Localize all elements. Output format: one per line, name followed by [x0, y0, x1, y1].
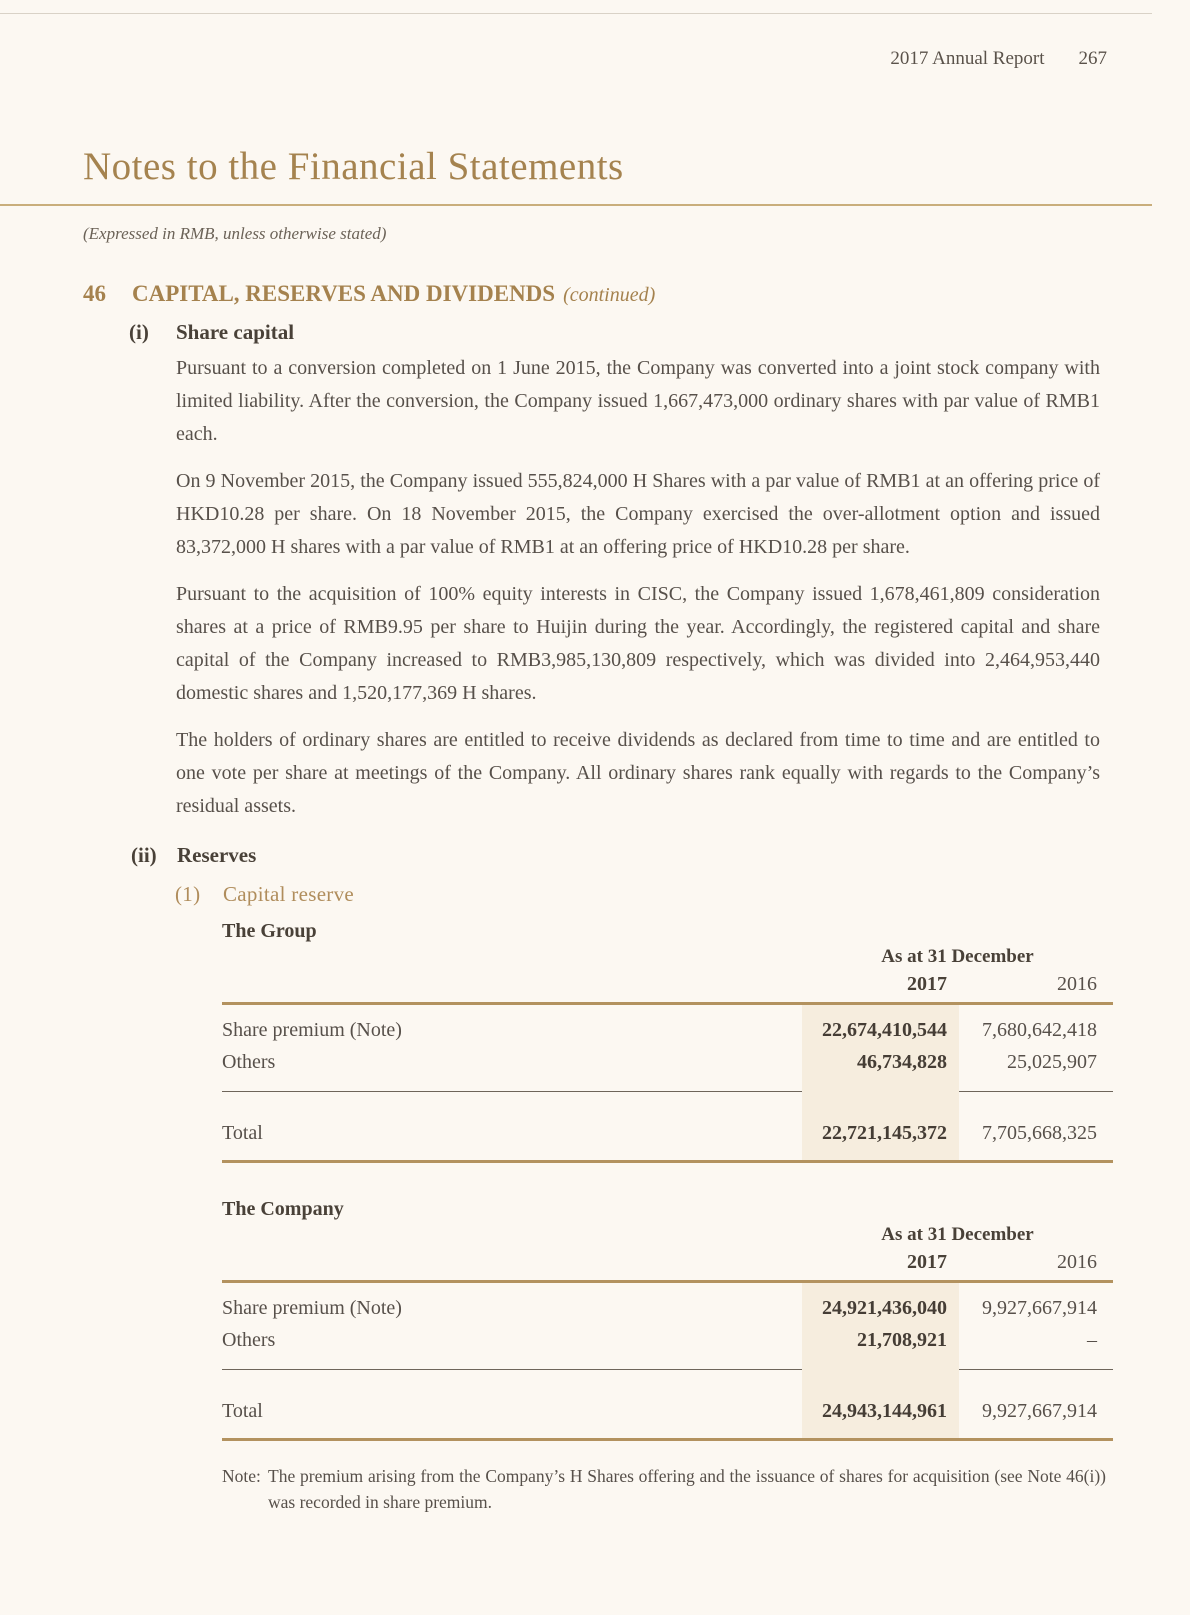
section-heading: 46 CAPITAL, RESERVES AND DIVIDENDS (contin… [83, 281, 655, 307]
total-row: Total 22,721,145,372 7,705,668,325 [222, 1122, 1113, 1154]
footnote: Note: The premium arising from the Compa… [222, 1464, 1106, 1515]
table-top-rule [222, 1002, 1113, 1005]
row-label: Total [222, 1400, 263, 1422]
capital-reserve-index: (1) [175, 882, 201, 906]
company-capital-reserve-table: As at 31 December 2017 2016 Share premiu… [222, 1224, 1113, 1441]
value-2016: – [1087, 1329, 1097, 1351]
paragraph-conversion: Pursuant to a conversion completed on 1 … [176, 357, 1100, 445]
paragraph-dividend-rights: The holders of ordinary shares are entit… [176, 729, 1100, 817]
column-header-2017: 2017 [907, 1251, 947, 1273]
current-year-highlight [802, 1283, 959, 1438]
total-2017: 22,721,145,372 [822, 1122, 947, 1144]
value-2016: 25,025,907 [1007, 1051, 1097, 1073]
title-divider [0, 204, 1152, 206]
period-header: As at 31 December [881, 946, 1034, 967]
value-2016: 9,927,667,914 [982, 1297, 1097, 1319]
row-label: Share premium (Note) [222, 1297, 402, 1319]
footnote-text: The premium arising from the Company’s H… [268, 1466, 1106, 1512]
row-label: Others [222, 1051, 276, 1073]
total-2016: 7,705,668,325 [982, 1122, 1097, 1144]
share-capital-body: Pursuant to a conversion completed on 1 … [176, 352, 1100, 837]
reserves-title: Reserves [177, 843, 257, 867]
value-2017: 24,921,436,040 [822, 1297, 947, 1319]
footnote-label: Note: [222, 1466, 261, 1486]
current-year-highlight [802, 1005, 959, 1160]
section-title: CAPITAL, RESERVES AND DIVIDENDS [132, 281, 556, 306]
page-header: 2017 Annual Report 267 [890, 48, 1107, 70]
group-table-caption: The Group [222, 920, 317, 942]
capital-reserve-title: Capital reserve [223, 882, 355, 906]
total-2016: 9,927,667,914 [982, 1400, 1097, 1422]
value-2017: 21,708,921 [857, 1329, 947, 1351]
page-title: Notes to the Financial Statements [83, 145, 624, 188]
row-label: Share premium (Note) [222, 1019, 402, 1041]
row-label: Total [222, 1122, 263, 1144]
period-header: As at 31 December [881, 1224, 1034, 1245]
column-header-2016: 2016 [1057, 973, 1097, 995]
total-row: Total 24,943,144,961 9,927,667,914 [222, 1400, 1113, 1432]
capital-reserve-heading: (1) Capital reserve [175, 882, 354, 907]
table-row: Share premium (Note) 22,674,410,544 7,68… [222, 1019, 1113, 1051]
share-capital-heading: (i) Share capital [129, 320, 294, 345]
group-capital-reserve-table: As at 31 December 2017 2016 Share premiu… [222, 946, 1113, 1163]
currency-note: (Expressed in RMB, unless otherwise stat… [83, 224, 387, 243]
table-bottom-rule [222, 1160, 1113, 1163]
table-row: Others 46,734,828 25,025,907 [222, 1051, 1113, 1083]
table-top-rule [222, 1280, 1113, 1283]
page-number: 267 [1078, 48, 1108, 69]
section-number: 46 [83, 281, 106, 306]
row-label: Others [222, 1329, 276, 1351]
top-divider [0, 13, 1152, 14]
table-row: Share premium (Note) 24,921,436,040 9,92… [222, 1297, 1113, 1329]
table-row: Others 21,708,921 – [222, 1329, 1113, 1361]
reserves-index: (ii) [131, 843, 157, 867]
table-bottom-rule [222, 1438, 1113, 1441]
section-continued-label: (continued) [563, 284, 656, 306]
report-name: 2017 Annual Report [890, 48, 1045, 69]
table-inner-rule [222, 1369, 1113, 1370]
paragraph-h-shares-issue: On 9 November 2015, the Company issued 5… [176, 470, 1100, 558]
value-2017: 22,674,410,544 [822, 1019, 947, 1041]
share-capital-title: Share capital [176, 320, 295, 344]
value-2017: 46,734,828 [857, 1051, 947, 1073]
total-2017: 24,943,144,961 [822, 1400, 947, 1422]
reserves-heading: (ii) Reserves [131, 843, 256, 868]
column-header-2017: 2017 [907, 973, 947, 995]
column-header-2016: 2016 [1057, 1251, 1097, 1273]
paragraph-cisc-acquisition: Pursuant to the acquisition of 100% equi… [176, 583, 1100, 704]
company-table-caption: The Company [222, 1198, 344, 1220]
value-2016: 7,680,642,418 [982, 1019, 1097, 1041]
share-capital-index: (i) [129, 320, 149, 344]
table-inner-rule [222, 1091, 1113, 1092]
